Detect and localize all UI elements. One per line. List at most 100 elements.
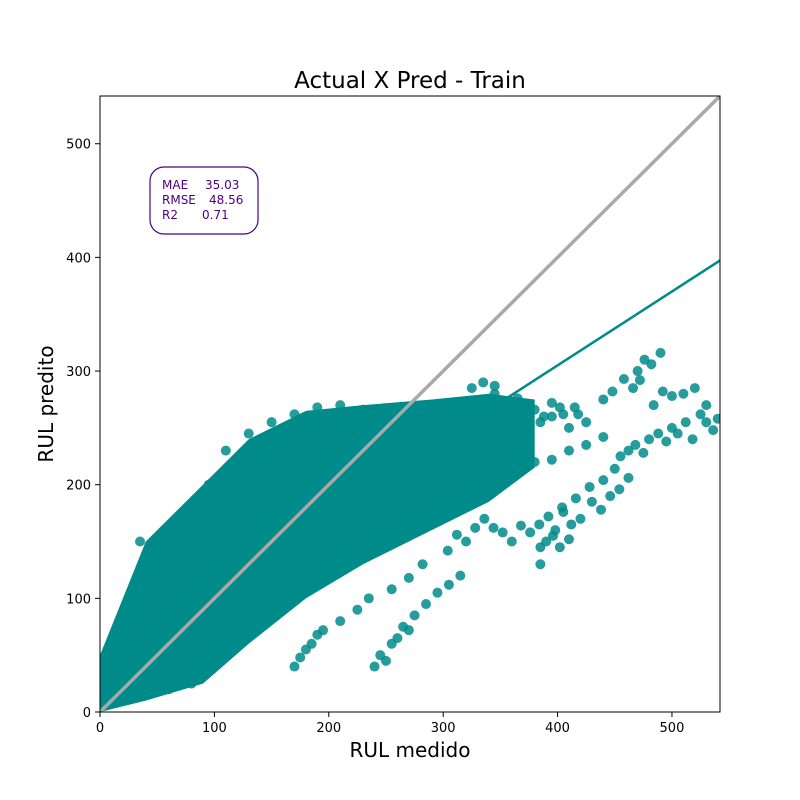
plot-frame xyxy=(99,95,721,713)
metric-mae-label: MAE xyxy=(162,178,188,192)
scatter-point xyxy=(392,633,403,644)
scatter-point xyxy=(708,425,719,436)
x-tick-label: 300 xyxy=(431,721,456,736)
scatter-point xyxy=(534,519,545,530)
scatter-point xyxy=(255,604,266,615)
scatter-point xyxy=(605,491,616,502)
scatter-point xyxy=(180,559,191,570)
chart-title: Actual X Pred - Train xyxy=(294,68,526,94)
scatter-point xyxy=(489,388,500,399)
scatter-point xyxy=(300,581,311,592)
scatter-point xyxy=(289,661,300,672)
scatter-point xyxy=(442,545,453,556)
scatter-point xyxy=(363,593,374,604)
scatter-point xyxy=(535,559,546,570)
scatter-point xyxy=(488,522,499,533)
scatter-point xyxy=(543,511,554,522)
scatter-point xyxy=(689,383,700,394)
metric-mae-value: 35.03 xyxy=(205,178,239,192)
scatter-point xyxy=(575,513,586,524)
scatter-point xyxy=(380,408,391,419)
scatter-point xyxy=(478,377,489,388)
scatter-point xyxy=(421,599,432,610)
scatter-point xyxy=(346,479,357,490)
metric-r2-value: 0.71 xyxy=(202,208,229,222)
scatter-point xyxy=(152,599,163,610)
scatter-point xyxy=(701,417,712,428)
scatter-point xyxy=(623,472,634,483)
scatter-point xyxy=(666,391,677,402)
scatter-point xyxy=(638,447,649,458)
plot-area xyxy=(100,96,720,712)
scatter-point xyxy=(564,445,575,456)
scatter-point xyxy=(323,570,334,581)
scatter-point xyxy=(135,536,146,547)
scatter-point xyxy=(558,409,569,420)
scatter-point xyxy=(220,445,231,456)
scatter-point xyxy=(646,359,657,370)
scatter-point xyxy=(312,402,323,413)
scatter-cloud-band-0 xyxy=(100,393,535,712)
y-tick-label: 200 xyxy=(66,479,91,494)
y-tick-label: 300 xyxy=(66,365,91,380)
scatter-point xyxy=(607,386,618,397)
scatter-point xyxy=(209,581,220,592)
scatter-point xyxy=(502,402,513,413)
scatter-point xyxy=(203,479,214,490)
metric-r2-label: R2 xyxy=(162,208,178,222)
scatter-point xyxy=(615,451,626,462)
scatter-point xyxy=(163,536,174,547)
scatter-point xyxy=(644,434,655,445)
scatter-point xyxy=(657,386,668,397)
scatter-point xyxy=(209,650,220,661)
scatter-point xyxy=(392,456,403,467)
scatter-point xyxy=(584,481,595,492)
scatter-point xyxy=(255,536,266,547)
y-tick-label: 0 xyxy=(83,706,91,721)
scatter-point xyxy=(278,593,289,604)
scatter-point xyxy=(409,610,420,621)
metric-rmse-label: RMSE xyxy=(162,193,196,207)
scatter-point xyxy=(175,525,186,536)
scatter-point xyxy=(672,428,683,439)
scatter-point xyxy=(466,383,477,394)
identity-line xyxy=(100,96,720,712)
scatter-point xyxy=(564,422,575,433)
scatter-point xyxy=(278,513,289,524)
scatter-point xyxy=(220,638,231,649)
scatter-point xyxy=(506,536,517,547)
scatter-point xyxy=(653,428,664,439)
scatter-point xyxy=(481,399,492,409)
regression-line xyxy=(316,259,720,522)
scatter-point xyxy=(648,400,659,411)
scatter-point xyxy=(596,504,607,515)
scatter-point xyxy=(335,400,346,411)
scatter-point xyxy=(506,462,517,473)
scatter-point xyxy=(598,394,609,405)
scatter-point xyxy=(146,547,157,558)
scatter-points xyxy=(100,347,720,695)
scatter-point xyxy=(123,616,134,627)
scatter-point xyxy=(369,468,380,479)
scatter-point xyxy=(546,454,557,465)
x-tick-label: 200 xyxy=(316,721,341,736)
scatter-point xyxy=(470,522,481,533)
scatter-point xyxy=(243,428,254,439)
scatter-point xyxy=(479,513,490,524)
scatter-point xyxy=(417,559,428,570)
metric-rmse-value: 48.56 xyxy=(209,193,243,207)
y-tick-label: 500 xyxy=(66,138,91,153)
scatter-point xyxy=(112,644,123,655)
scatter-point xyxy=(461,536,472,547)
scatter-point xyxy=(581,417,592,428)
scatter-point xyxy=(232,559,243,570)
scatter-point xyxy=(403,572,414,583)
scatter-point xyxy=(630,439,641,450)
scatter-point xyxy=(386,584,397,595)
scatter-point xyxy=(346,559,357,570)
scatter-point xyxy=(680,417,691,428)
scatter-point xyxy=(129,581,140,592)
scatter-point xyxy=(197,661,208,672)
scatter-point xyxy=(535,542,546,553)
